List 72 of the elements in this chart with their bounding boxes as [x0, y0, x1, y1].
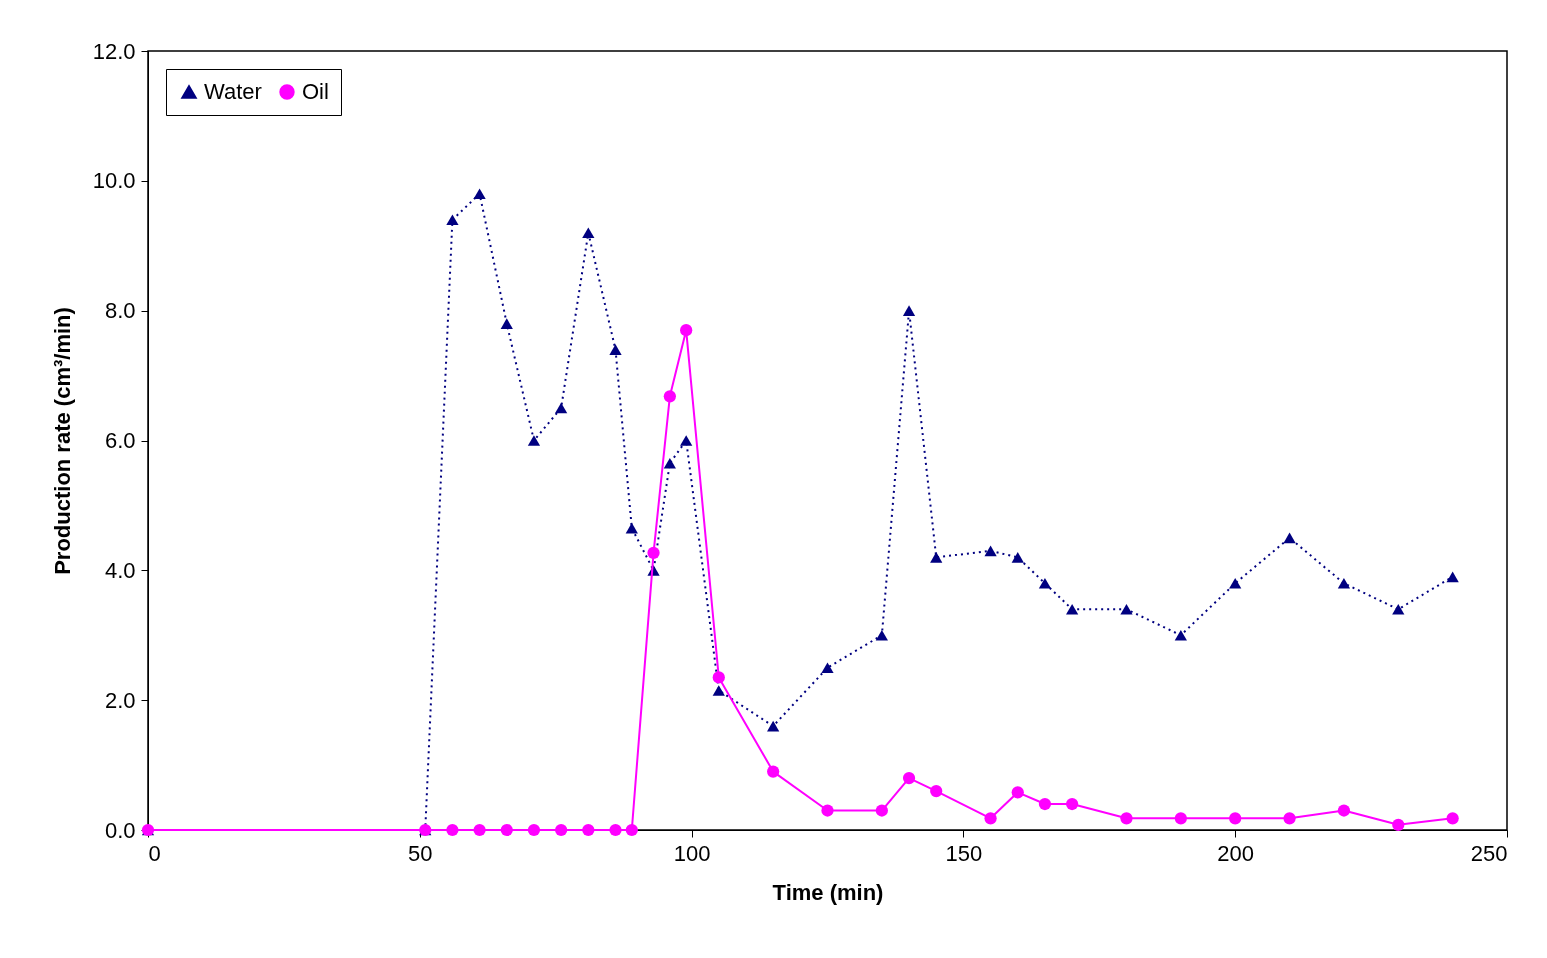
point	[473, 823, 486, 837]
point	[902, 305, 916, 316]
point	[712, 671, 725, 684]
point	[625, 823, 638, 837]
x-tick-label: 100	[673, 840, 711, 866]
point	[767, 765, 780, 778]
point	[930, 552, 943, 563]
point	[1174, 812, 1187, 825]
point	[712, 685, 725, 696]
x-axis-title: Time (min)	[772, 879, 884, 905]
y-tick-label: 0.0	[104, 817, 136, 843]
point	[446, 214, 459, 226]
point	[555, 823, 568, 837]
point	[1120, 812, 1133, 825]
point	[1011, 786, 1024, 799]
point	[767, 720, 780, 732]
x-tick-label: 150	[945, 840, 983, 866]
point	[527, 823, 541, 837]
point	[647, 546, 660, 559]
y-tick-label: 2.0	[104, 687, 136, 713]
point	[984, 812, 997, 825]
point	[1446, 812, 1459, 825]
y-tick-label: 6.0	[104, 428, 136, 453]
x-tick-label: 250	[1470, 840, 1508, 866]
point	[930, 784, 943, 798]
point	[1392, 818, 1405, 831]
point	[1229, 812, 1242, 825]
point	[1392, 603, 1405, 615]
point	[1066, 797, 1079, 811]
point	[821, 804, 834, 817]
point	[1174, 629, 1187, 641]
point	[1120, 603, 1133, 615]
point	[1446, 571, 1459, 583]
point	[1283, 812, 1296, 825]
point	[446, 823, 459, 837]
point	[1011, 552, 1024, 563]
point	[875, 629, 888, 641]
point	[609, 344, 622, 355]
x-tick-label: 200	[1217, 840, 1255, 866]
point	[527, 435, 541, 446]
point	[1229, 578, 1242, 589]
point	[555, 402, 568, 414]
point	[902, 771, 916, 785]
point	[1066, 603, 1079, 615]
point	[663, 390, 676, 403]
point	[609, 823, 622, 837]
y-tick-label: 8.0	[104, 298, 136, 324]
y-tick-label: 12.0	[92, 38, 136, 64]
y-axis-title: Production rate (cm³/min)	[49, 307, 75, 575]
point	[821, 662, 834, 674]
point	[582, 823, 595, 837]
point	[1337, 578, 1351, 589]
point	[473, 188, 486, 200]
point	[680, 324, 693, 337]
point	[625, 522, 638, 534]
y-tick-label: 4.0	[104, 557, 136, 583]
point	[875, 804, 888, 817]
point	[582, 227, 595, 239]
legend-label: Water	[204, 79, 262, 104]
x-tick-label: 50	[408, 840, 433, 866]
legend-label: Oil	[302, 79, 329, 104]
point	[500, 823, 513, 837]
point	[1337, 804, 1351, 817]
point	[1038, 578, 1052, 589]
point	[1283, 532, 1296, 544]
y-tick-label: 10.0	[92, 168, 136, 194]
point	[984, 545, 997, 557]
point	[1038, 797, 1052, 811]
x-tick-label: 0	[148, 840, 161, 866]
point	[500, 318, 513, 329]
point	[680, 435, 693, 446]
point	[663, 457, 676, 469]
